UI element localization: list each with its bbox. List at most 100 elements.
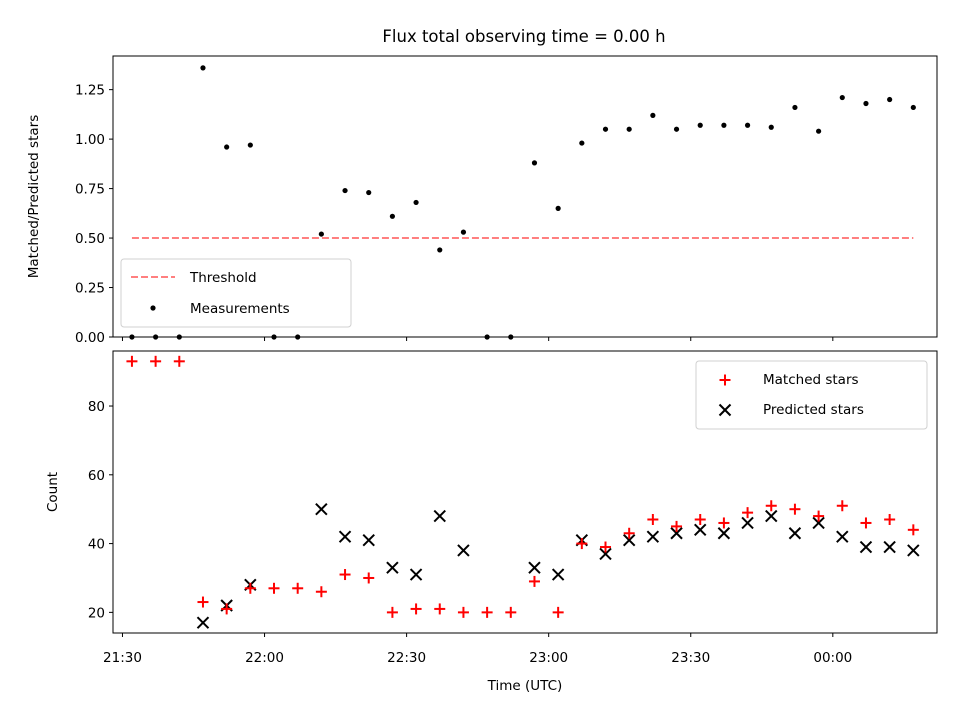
chart-title: Flux total observing time = 0.00 h bbox=[382, 27, 665, 46]
predicted-point bbox=[386, 561, 399, 574]
matched-point bbox=[813, 510, 825, 522]
measurement-point bbox=[224, 144, 230, 150]
top-axes-frame bbox=[112, 55, 938, 338]
matched-point bbox=[339, 569, 351, 581]
matched-point bbox=[315, 586, 327, 598]
legend-matched-label: Matched stars bbox=[763, 372, 859, 388]
matched-point bbox=[481, 606, 493, 618]
x-tick-label: 22:00 bbox=[245, 650, 284, 666]
measurement-point bbox=[887, 96, 893, 103]
predicted-point bbox=[362, 533, 375, 547]
measurement-point bbox=[626, 126, 632, 132]
top-y-tick-label: 0.25 bbox=[75, 281, 105, 297]
predicted-point bbox=[788, 527, 802, 540]
bottom-y-tick-label: 60 bbox=[88, 468, 105, 484]
bottom-y-tick-label: 20 bbox=[88, 605, 105, 621]
top-legend: Threshold Measurements bbox=[120, 258, 352, 328]
predicted-point bbox=[551, 568, 565, 581]
bottom-legend-box bbox=[695, 360, 928, 430]
measurement-point bbox=[697, 122, 703, 128]
measurement-point bbox=[389, 213, 396, 219]
matched-point bbox=[671, 520, 683, 532]
predicted-point bbox=[765, 509, 778, 523]
matched-point bbox=[576, 538, 588, 550]
top-y-tick-label: 0.75 bbox=[75, 182, 105, 198]
predicted-point bbox=[741, 516, 754, 530]
predicted-point bbox=[622, 533, 636, 547]
matched-point bbox=[884, 514, 896, 526]
measurement-point bbox=[531, 160, 538, 166]
measurement-point bbox=[839, 94, 845, 101]
predicted-point bbox=[859, 540, 873, 554]
legend-measurements-swatch bbox=[150, 305, 156, 311]
top-y-tick-label: 0.50 bbox=[75, 231, 105, 247]
matched-point bbox=[386, 606, 398, 618]
matched-point bbox=[907, 524, 919, 536]
matched-point bbox=[765, 500, 777, 512]
top-y-axis-label: Matched/Predicted stars bbox=[26, 115, 42, 278]
top-y-tick-label: 0.00 bbox=[75, 330, 105, 346]
matched-point bbox=[244, 582, 256, 594]
measurement-point bbox=[413, 199, 419, 206]
bottom-legend: Matched stars Predicted stars bbox=[695, 360, 928, 430]
matched-point bbox=[268, 582, 280, 594]
measurement-point bbox=[460, 229, 467, 235]
measurement-point bbox=[437, 247, 443, 253]
measurement-point bbox=[318, 231, 324, 237]
predicted-point bbox=[433, 509, 446, 523]
measurement-point bbox=[768, 124, 774, 130]
predicted-point bbox=[812, 516, 825, 530]
matched-point bbox=[292, 582, 304, 594]
predicted-point bbox=[646, 530, 660, 543]
matched-point bbox=[173, 355, 185, 367]
matched-point bbox=[505, 606, 517, 618]
x-tick-label: 22:30 bbox=[387, 650, 426, 666]
predicted-point bbox=[315, 502, 328, 516]
matched-point bbox=[789, 503, 801, 515]
matched-point bbox=[363, 572, 375, 584]
matched-point bbox=[528, 575, 540, 587]
predicted-point bbox=[670, 527, 683, 540]
legend-measurements-label: Measurements bbox=[190, 301, 290, 317]
measurement-point bbox=[721, 122, 727, 128]
matched-point bbox=[552, 606, 564, 618]
measurement-point bbox=[816, 128, 822, 134]
legend-matched-swatch bbox=[719, 374, 731, 386]
predicted-point bbox=[196, 616, 210, 629]
legend-threshold-label: Threshold bbox=[189, 270, 257, 286]
measurement-point bbox=[247, 142, 253, 148]
top-panel: 0.00 0.25 0.50 0.75 1.00 1.25 Matched/Predict… bbox=[26, 55, 938, 346]
matched-point bbox=[718, 517, 730, 529]
bottom-data-marks bbox=[126, 355, 920, 629]
matched-point bbox=[600, 541, 612, 553]
bottom-axes-frame bbox=[112, 350, 938, 634]
x-tick-label: 00:00 bbox=[813, 650, 852, 666]
x-tick-label: 23:00 bbox=[529, 650, 568, 666]
measurement-point bbox=[366, 189, 372, 196]
predicted-point bbox=[338, 530, 352, 543]
matched-point bbox=[150, 355, 162, 367]
predicted-point bbox=[409, 568, 423, 581]
legend-x-marker bbox=[718, 403, 732, 417]
measurement-point bbox=[673, 126, 680, 132]
measurement-point bbox=[579, 140, 585, 146]
measurement-point bbox=[792, 104, 798, 111]
x-tick-label: 21:30 bbox=[103, 650, 142, 666]
legend-predicted-label: Predicted stars bbox=[763, 402, 864, 418]
predicted-point bbox=[528, 561, 541, 574]
bottom-y-axis-label: Count bbox=[45, 472, 61, 512]
matched-point bbox=[836, 500, 848, 512]
predicted-point bbox=[694, 523, 707, 537]
predicted-point bbox=[883, 540, 896, 554]
predicted-point bbox=[836, 530, 849, 543]
top-axis-ticks: 0.00 0.25 0.50 0.75 1.00 1.25 bbox=[75, 83, 834, 346]
measurement-point bbox=[863, 100, 869, 107]
bottom-panel: 20 40 60 80 21:30 22:00 22:30 23:00 23:30 00:00 C… bbox=[45, 350, 938, 694]
x-tick-label: 23:30 bbox=[671, 650, 710, 666]
matched-point bbox=[647, 514, 659, 526]
matched-point bbox=[434, 603, 446, 615]
measurement-point bbox=[910, 104, 916, 111]
matched-point bbox=[126, 355, 138, 367]
